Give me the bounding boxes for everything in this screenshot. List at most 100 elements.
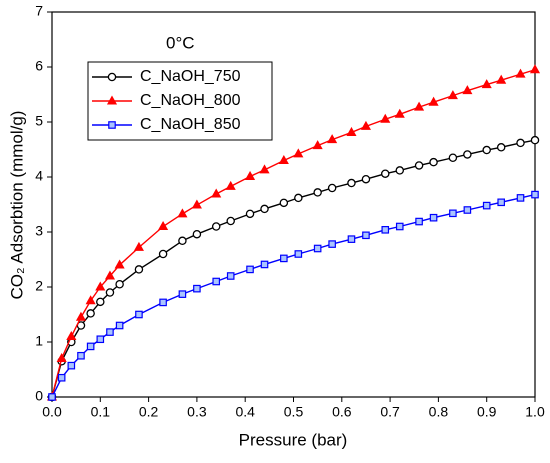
marker: [429, 157, 438, 167]
marker: [260, 204, 269, 214]
y-tick-label: 2: [35, 278, 43, 294]
x-tick-label: 1.0: [525, 404, 545, 420]
marker: [115, 321, 124, 330]
marker: [48, 393, 56, 401]
marker: [462, 85, 473, 95]
marker: [212, 277, 221, 286]
marker: [381, 169, 390, 178]
y-tick-label: 3: [35, 223, 43, 239]
legend-marker: [108, 121, 116, 129]
marker: [260, 260, 269, 269]
marker: [313, 188, 322, 197]
marker: [327, 134, 338, 144]
x-tick-label: 0.3: [187, 404, 207, 420]
marker: [85, 295, 96, 305]
marker: [278, 154, 289, 164]
marker: [226, 272, 235, 280]
marker: [96, 297, 105, 307]
marker: [211, 188, 222, 198]
marker: [313, 244, 322, 253]
x-axis-label: Pressure (bar): [239, 430, 348, 449]
marker: [159, 298, 167, 307]
marker: [294, 250, 303, 258]
marker: [114, 259, 125, 269]
marker: [497, 198, 505, 207]
y-tick-label: 4: [35, 168, 43, 184]
legend-label: C_NaOH_850: [140, 116, 241, 133]
marker: [516, 194, 525, 202]
x-tick-label: 0.6: [332, 404, 352, 420]
annotation: 0°C: [166, 33, 195, 52]
marker: [178, 290, 187, 298]
marker: [192, 229, 202, 239]
x-tick-label: 0.7: [380, 404, 400, 420]
marker: [134, 265, 144, 274]
marker: [225, 180, 236, 190]
marker: [294, 193, 303, 203]
marker: [115, 279, 124, 289]
marker: [361, 174, 371, 184]
marker: [482, 201, 491, 210]
marker: [77, 351, 85, 360]
marker: [328, 240, 336, 248]
marker: [95, 281, 106, 291]
marker: [463, 206, 472, 214]
marker: [346, 126, 357, 136]
marker: [75, 311, 87, 321]
marker: [66, 330, 77, 340]
marker: [245, 209, 255, 219]
marker: [481, 79, 492, 89]
marker: [347, 178, 356, 188]
marker: [280, 254, 288, 263]
series-line: [51, 193, 536, 398]
marker: [362, 231, 370, 240]
marker: [86, 309, 95, 318]
marker: [496, 143, 506, 152]
marker: [158, 249, 168, 259]
x-tick-label: 0.1: [91, 404, 111, 420]
marker: [447, 90, 458, 100]
marker: [259, 164, 270, 174]
marker: [56, 352, 67, 362]
marker: [395, 222, 404, 231]
marker: [429, 213, 438, 222]
marker: [529, 64, 541, 74]
marker: [380, 113, 391, 123]
marker: [105, 288, 115, 297]
marker: [395, 166, 405, 175]
marker: [414, 161, 424, 170]
y-tick-label: 0: [35, 388, 43, 404]
y-tick-label: 1: [35, 333, 43, 349]
marker: [96, 335, 105, 344]
marker: [226, 216, 235, 226]
legend-marker: [107, 72, 117, 82]
x-tick-label: 0.0: [42, 404, 62, 420]
marker: [191, 199, 202, 209]
marker: [530, 135, 540, 145]
marker: [279, 198, 289, 208]
marker: [428, 96, 439, 106]
marker: [394, 108, 405, 118]
x-tick-label: 0.4: [235, 404, 255, 420]
marker: [177, 208, 188, 218]
y-tick-label: 7: [35, 3, 43, 19]
legend-marker: [106, 95, 118, 105]
marker: [133, 241, 144, 251]
marker: [360, 120, 372, 130]
marker: [67, 361, 76, 370]
marker: [515, 68, 526, 78]
marker: [463, 150, 472, 159]
marker: [178, 236, 187, 246]
x-tick-label: 0.9: [477, 404, 497, 420]
marker: [415, 217, 423, 226]
marker: [246, 265, 254, 274]
marker: [158, 220, 169, 230]
marker: [482, 145, 491, 155]
x-tick-label: 0.8: [429, 404, 449, 420]
marker: [57, 373, 66, 382]
marker: [106, 328, 114, 336]
marker: [86, 342, 95, 351]
y-tick-label: 5: [35, 113, 43, 129]
marker: [347, 235, 356, 243]
